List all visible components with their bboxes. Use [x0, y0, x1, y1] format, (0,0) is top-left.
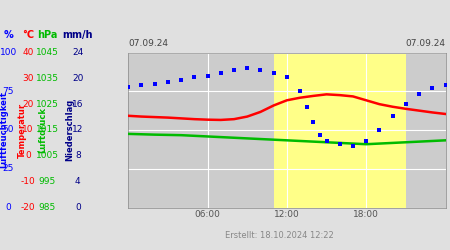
Text: 1035: 1035	[36, 74, 59, 83]
Text: 40: 40	[22, 48, 34, 57]
Text: 07.09.24: 07.09.24	[405, 39, 446, 48]
Text: Temperatur: Temperatur	[18, 102, 27, 158]
Text: 0: 0	[5, 203, 11, 212]
Text: 1045: 1045	[36, 48, 58, 57]
Text: Luftdruck: Luftdruck	[39, 107, 48, 153]
Text: 985: 985	[39, 203, 56, 212]
Text: Niederschlag: Niederschlag	[65, 99, 74, 161]
Text: Luftfeuchtigkeit: Luftfeuchtigkeit	[0, 92, 8, 168]
Text: 07.09.24: 07.09.24	[128, 39, 168, 48]
Text: 4: 4	[75, 177, 81, 186]
Text: 1015: 1015	[36, 126, 59, 134]
Bar	[274, 52, 406, 208]
Text: 0: 0	[25, 151, 31, 160]
Text: mm/h: mm/h	[63, 30, 93, 40]
Text: 0: 0	[75, 203, 81, 212]
Text: hPa: hPa	[37, 30, 58, 40]
Text: 995: 995	[39, 177, 56, 186]
Text: 20: 20	[72, 74, 84, 83]
Text: Erstellt: 18.10.2024 12:22: Erstellt: 18.10.2024 12:22	[225, 231, 333, 240]
Text: 8: 8	[75, 151, 81, 160]
Text: 1025: 1025	[36, 100, 58, 109]
Text: 1005: 1005	[36, 151, 59, 160]
Text: 12: 12	[72, 126, 84, 134]
Text: 75: 75	[2, 87, 14, 96]
Text: 25: 25	[2, 164, 14, 173]
Text: -20: -20	[21, 203, 35, 212]
Text: 24: 24	[72, 48, 84, 57]
Text: 30: 30	[22, 74, 34, 83]
Text: 100: 100	[0, 48, 17, 57]
Text: 10: 10	[22, 126, 34, 134]
Text: 16: 16	[72, 100, 84, 109]
Text: °C: °C	[22, 30, 34, 40]
Text: -10: -10	[21, 177, 35, 186]
Text: 50: 50	[2, 126, 14, 134]
Text: %: %	[3, 30, 13, 40]
Text: 20: 20	[22, 100, 34, 109]
